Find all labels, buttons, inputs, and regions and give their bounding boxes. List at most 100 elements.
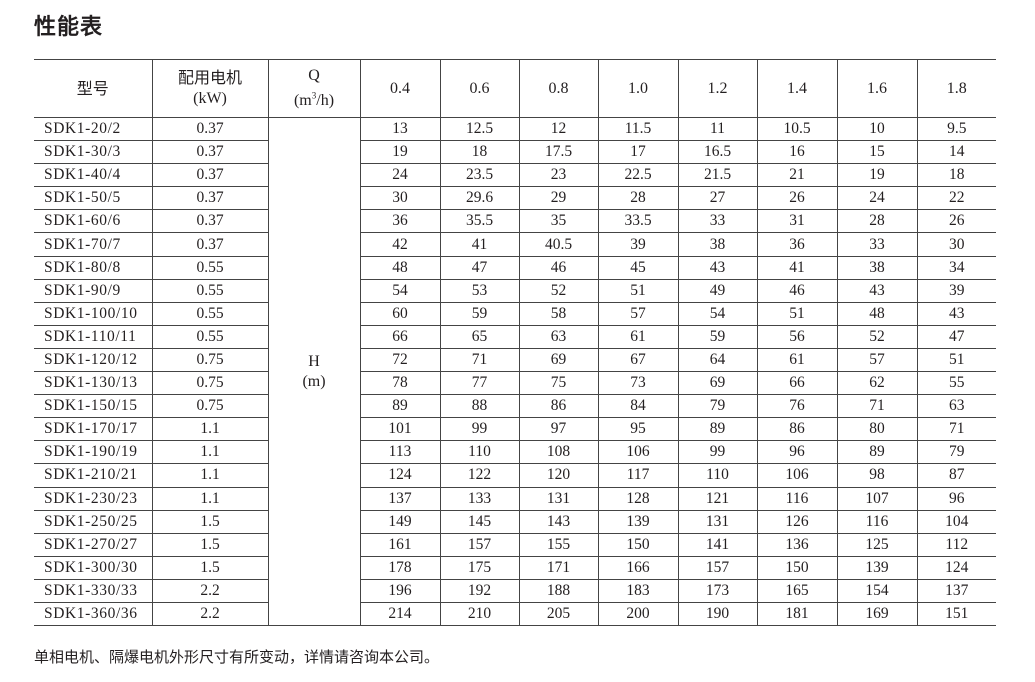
head-value-cell: 200	[597, 601, 679, 627]
head-value-cell: 34	[916, 255, 996, 280]
table-row: SDK1-30/3 0.37 19 18 17.5 17 16.5 16 15 14	[34, 140, 996, 165]
head-value-cell: 56	[756, 324, 838, 349]
model-cell: SDK1-60/6	[34, 209, 153, 234]
head-value-cell: 29	[518, 186, 599, 211]
model-cell: SDK1-170/17	[34, 417, 153, 442]
motor-kw-cell: 1.1	[151, 440, 269, 465]
motor-kw-cell: 0.55	[151, 255, 269, 280]
head-value-cell: 150	[756, 555, 838, 580]
motor-kw-cell: 0.37	[151, 232, 269, 257]
model-cell: SDK1-80/8	[34, 255, 153, 280]
header-flow-unit: (m3/h)	[293, 90, 334, 110]
head-value-cell: 89	[836, 440, 918, 465]
model-cell: SDK1-40/4	[34, 163, 153, 188]
header-flow-5: 1.4	[756, 59, 838, 118]
head-value-cell: 78	[359, 371, 441, 396]
head-label: H	[308, 352, 320, 370]
head-value-cell: 116	[836, 509, 918, 534]
table-row: SDK1-330/33 2.2 196 192 188 183 173 165 154 137	[34, 578, 996, 603]
head-value-cell: 21	[756, 163, 838, 188]
head-value-cell: 57	[597, 301, 679, 326]
head-value-cell: 171	[518, 555, 599, 580]
motor-kw-cell: 0.75	[151, 347, 269, 373]
head-value-cell: 57	[836, 347, 918, 373]
header-flow-3: 1.0	[597, 59, 679, 118]
motor-kw-cell: 0.37	[151, 209, 269, 234]
head-value-cell: 157	[439, 532, 520, 557]
table-row: SDK1-210/21 1.1 124 122 120 117 110 106 98 87	[34, 463, 996, 488]
head-value-cell: 35	[518, 209, 599, 234]
head-value-cell: 63	[916, 394, 996, 419]
motor-kw-cell: 0.55	[151, 324, 269, 349]
head-value-cell: 84	[597, 394, 679, 419]
head-value-cell: 173	[677, 578, 758, 603]
model-cell: SDK1-360/36	[34, 601, 153, 627]
head-value-cell: 214	[359, 601, 441, 627]
head-value-cell: 79	[916, 440, 996, 465]
table-row: SDK1-50/5 0.37 30 29.6 29 28 27 26 24 22	[34, 186, 996, 211]
head-value-cell: 46	[756, 278, 838, 303]
head-value-cell: 19	[836, 163, 918, 188]
head-value-cell: 86	[756, 417, 838, 442]
head-unit: (m)	[302, 372, 326, 390]
motor-kw-cell: 1.1	[151, 463, 269, 488]
head-value-cell: 188	[518, 578, 599, 603]
head-label-cell: H (m)	[267, 116, 361, 627]
head-value-cell: 33	[677, 209, 758, 234]
table-row: SDK1-80/8 0.55 48 47 46 45 43 41 38 34	[34, 255, 996, 280]
head-value-cell: 137	[916, 578, 996, 603]
head-value-cell: 86	[518, 394, 599, 419]
head-value-cell: 116	[756, 486, 838, 511]
model-cell: SDK1-300/30	[34, 555, 153, 580]
head-value-cell: 39	[597, 232, 679, 257]
head-value-cell: 97	[518, 417, 599, 442]
head-value-cell: 205	[518, 601, 599, 627]
motor-kw-cell: 2.2	[151, 578, 269, 603]
flow-unit-sup: 3	[311, 90, 317, 101]
head-value-cell: 72	[359, 347, 441, 373]
head-value-cell: 14	[916, 140, 996, 165]
motor-kw-cell: 0.37	[151, 163, 269, 188]
head-value-cell: 40.5	[518, 232, 599, 257]
head-value-cell: 43	[836, 278, 918, 303]
head-value-cell: 10.5	[756, 116, 838, 142]
head-value-cell: 51	[916, 347, 996, 373]
head-value-cell: 24	[836, 186, 918, 211]
head-value-cell: 67	[597, 347, 679, 373]
head-value-cell: 139	[836, 555, 918, 580]
head-value-cell: 17	[597, 140, 679, 165]
head-value-cell: 47	[916, 324, 996, 349]
head-value-cell: 21.5	[677, 163, 758, 188]
head-value-cell: 106	[756, 463, 838, 488]
motor-kw-cell: 0.75	[151, 371, 269, 396]
table-body: SDK1-20/2 0.37 H (m) 13 12.5 12 11.5 11 10.5 10 9.5…	[34, 116, 996, 627]
head-value-cell: 51	[756, 301, 838, 326]
head-value-cell: 45	[597, 255, 679, 280]
head-value-cell: 126	[756, 509, 838, 534]
header-motor: 配用电机 (kW)	[151, 59, 269, 118]
head-value-cell: 16.5	[677, 140, 758, 165]
head-value-cell: 139	[597, 509, 679, 534]
head-value-cell: 133	[439, 486, 520, 511]
head-value-cell: 124	[916, 555, 996, 580]
header-flow-4: 1.2	[677, 59, 758, 118]
head-value-cell: 69	[518, 347, 599, 373]
header-flow: Q (m3/h)	[267, 59, 361, 118]
model-cell: SDK1-120/12	[34, 347, 153, 373]
model-cell: SDK1-150/15	[34, 394, 153, 419]
head-value-cell: 113	[359, 440, 441, 465]
page-title: 性能表	[34, 15, 104, 40]
head-value-cell: 41	[756, 255, 838, 280]
head-value-cell: 65	[439, 324, 520, 349]
head-value-cell: 33	[836, 232, 918, 257]
flow-unit-pre: (m	[293, 92, 312, 110]
head-value-cell: 12	[518, 116, 599, 142]
head-value-cell: 69	[677, 371, 758, 396]
performance-table: 型号 配用电机 (kW) Q (m3/h) 0.4 0.6 0.8 1.0 1.2 1.4…	[34, 59, 996, 627]
head-value-cell: 136	[756, 532, 838, 557]
header-flow-6: 1.6	[836, 59, 918, 118]
head-value-cell: 79	[677, 394, 758, 419]
head-value-cell: 98	[836, 463, 918, 488]
head-value-cell: 122	[439, 463, 520, 488]
table-row: SDK1-230/23 1.1 137 133 131 128 121 116 107 96	[34, 486, 996, 511]
